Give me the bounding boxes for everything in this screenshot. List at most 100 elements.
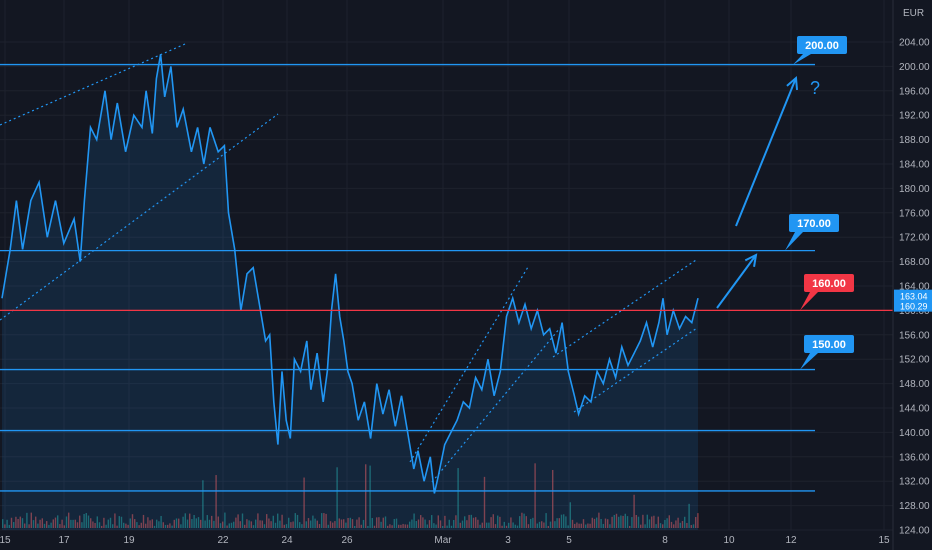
- volume-bar: [380, 521, 382, 528]
- volume-bar: [325, 513, 327, 528]
- price-tick-label: 204.00: [899, 38, 930, 49]
- volume-bar: [523, 513, 525, 528]
- volume-bar: [26, 512, 28, 528]
- volume-bar: [615, 513, 618, 528]
- volume-bar: [404, 524, 406, 528]
- volume-bar: [686, 522, 688, 528]
- volume-bar: [79, 515, 81, 528]
- volume-bar: [393, 519, 395, 528]
- volume-bar: [301, 524, 303, 528]
- callout-pointer: [785, 232, 803, 251]
- volume-bar: [237, 514, 239, 528]
- volume-bar: [521, 512, 523, 528]
- volume-bar: [334, 521, 336, 528]
- volume-bar: [107, 519, 109, 528]
- volume-bar: [35, 516, 37, 528]
- volume-bar: [664, 519, 666, 528]
- volume-bar: [668, 515, 670, 528]
- volume-bar: [252, 525, 255, 528]
- volume-bar: [257, 513, 259, 528]
- volume-bar: [560, 514, 563, 528]
- volume-bar: [582, 519, 585, 528]
- volume-bar: [134, 519, 136, 528]
- volume-bar: [138, 525, 140, 528]
- volume-bar: [591, 517, 593, 528]
- volume-bar: [554, 521, 556, 528]
- volume-bar: [409, 521, 411, 528]
- volume-bar: [378, 517, 380, 528]
- volume-bar: [103, 517, 105, 528]
- volume-bar: [120, 516, 123, 528]
- volume-bar: [395, 518, 398, 528]
- volume-bar: [633, 494, 635, 528]
- volume-bar: [444, 515, 446, 528]
- time-tick-label: 5: [566, 535, 572, 546]
- volume-bar: [30, 512, 32, 528]
- volume-bar: [448, 519, 450, 528]
- volume-bar: [222, 521, 224, 528]
- volume-bar: [94, 522, 96, 528]
- trend-channels: [0, 43, 698, 483]
- volume-bar: [589, 523, 591, 528]
- volume-bar: [662, 524, 664, 528]
- volume-bar: [24, 523, 26, 528]
- volume-bar: [670, 521, 673, 528]
- price-tick-label: 200.00: [899, 62, 930, 73]
- volume-bar: [261, 520, 263, 528]
- level-callout[interactable]: [804, 335, 854, 353]
- volume-bar: [536, 523, 538, 528]
- price-tick-label: 156.00: [899, 330, 930, 341]
- volume-bar: [338, 518, 340, 528]
- volume-bar: [340, 519, 343, 528]
- time-tick-label: 15: [0, 535, 11, 546]
- volume-bar: [182, 516, 184, 528]
- volume-bar: [140, 522, 142, 528]
- time-tick-label: 15: [878, 535, 890, 546]
- level-callout[interactable]: [804, 274, 854, 292]
- volume-bar: [472, 517, 475, 528]
- volume-bar: [501, 525, 503, 528]
- time-tick-label: 22: [217, 535, 229, 546]
- volume-bar: [303, 477, 305, 528]
- volume-bar: [477, 519, 479, 528]
- volume-bar: [215, 475, 217, 528]
- volume-bar: [153, 525, 156, 528]
- volume-bar: [400, 524, 402, 528]
- projection-arrows: [716, 75, 799, 309]
- volume-bar: [197, 517, 200, 528]
- time-axis[interactable]: 15 17 19 22 24 26 Mar 3 5 8 10 12 15: [0, 535, 890, 546]
- level-callout-label: 160.00: [812, 278, 846, 290]
- volume-bar: [569, 502, 571, 528]
- volume-bar: [169, 523, 171, 528]
- volume-bar: [32, 520, 35, 528]
- volume-bar: [620, 515, 622, 528]
- volume-bar: [459, 522, 461, 528]
- price-tick-label: 140.00: [899, 428, 930, 439]
- volume-bar: [611, 516, 613, 528]
- volume-bar: [389, 524, 391, 528]
- volume-bar: [549, 521, 552, 528]
- volume-bar: [204, 520, 206, 528]
- volume-bar: [268, 518, 270, 528]
- volume-bar: [239, 521, 241, 528]
- volume-bar: [59, 524, 61, 528]
- price-tick-label: 192.00: [899, 111, 930, 122]
- volume-bar: [622, 515, 624, 528]
- support-resistance-levels[interactable]: 200.00 170.00 160.00 150.00: [0, 36, 893, 492]
- volume-bar: [208, 519, 211, 528]
- volume-bar: [83, 513, 85, 528]
- volume-bar: [343, 519, 345, 528]
- volume-bar: [151, 519, 153, 528]
- level-callout[interactable]: [797, 36, 847, 54]
- price-tick-label: 168.00: [899, 257, 930, 268]
- volume-bar: [184, 513, 186, 528]
- level-callout[interactable]: [789, 214, 839, 232]
- volume-bar: [351, 519, 354, 528]
- volume-bar: [593, 518, 596, 528]
- volume-bar: [248, 520, 250, 528]
- volume-bar: [336, 467, 338, 528]
- volume-bar: [369, 465, 371, 528]
- volume-bar: [307, 518, 310, 528]
- volume-bar: [125, 523, 127, 528]
